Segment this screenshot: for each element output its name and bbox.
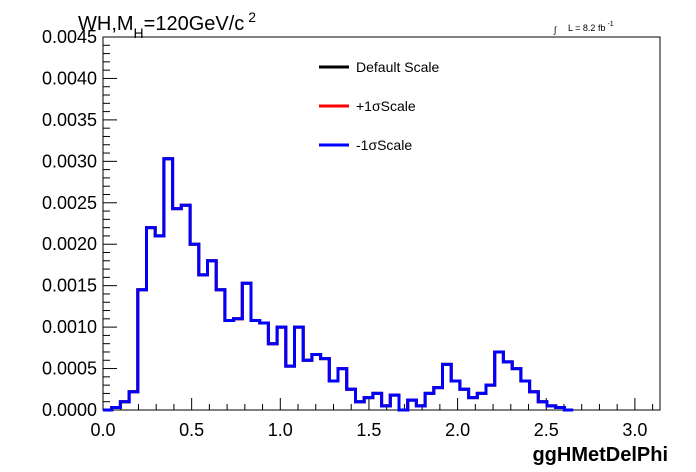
series-minus-line — [103, 157, 574, 412]
legend-label-minus: -1σScale — [356, 137, 412, 153]
x-tick-label: 1.5 — [356, 420, 381, 440]
title-subscript: H — [134, 25, 144, 41]
legend-label-default: Default Scale — [356, 59, 439, 75]
y-tick-label: 0.0045 — [42, 27, 97, 47]
x-tick-label: 0.5 — [179, 420, 204, 440]
x-axis-label: ggHMetDelPhi — [532, 444, 668, 466]
integral-symbol: ∫ — [553, 25, 558, 35]
y-tick-label: 0.0020 — [42, 234, 97, 254]
luminosity-label: L = 8.2 fb -1 — [568, 21, 614, 33]
y-tick-label: 0.0030 — [42, 151, 97, 171]
y-tick-label: 0.0035 — [42, 110, 97, 130]
title-main: WH,M — [78, 13, 134, 35]
title-superscript: 2 — [248, 9, 256, 25]
y-tick-label: 0.0010 — [42, 317, 97, 337]
y-axis: 0.0000 0.0005 0.0010 0.0015 0.0020 0.0025 0.00… — [42, 27, 117, 420]
y-tick-label: 0.0000 — [42, 400, 97, 420]
x-tick-label: 3.0 — [622, 420, 647, 440]
series-group — [103, 157, 574, 412]
chart-title: WH,MH=120GeV/c 2 — [78, 9, 256, 41]
x-tick-label: 2.5 — [534, 420, 559, 440]
y-tick-label: 0.0015 — [42, 276, 97, 296]
legend: Default Scale +1σScale -1σScale — [319, 59, 439, 153]
y-tick-label: 0.0025 — [42, 193, 97, 213]
luminosity-text: L = 8.2 fb — [568, 23, 605, 33]
luminosity-exponent: -1 — [607, 21, 613, 28]
y-tick-label: 0.0005 — [42, 359, 97, 379]
legend-label-plus: +1σScale — [356, 98, 416, 114]
x-tick-label: 1.0 — [268, 420, 293, 440]
plot-frame — [102, 36, 661, 411]
y-tick-label: 0.0040 — [42, 68, 97, 88]
x-tick-label: 2.0 — [445, 420, 470, 440]
x-axis: 0.0 0.5 1.0 1.5 2.0 2.5 3.0 — [90, 398, 654, 440]
title-rest: =120GeV/c — [144, 13, 245, 35]
x-tick-label: 0.0 — [90, 420, 115, 440]
